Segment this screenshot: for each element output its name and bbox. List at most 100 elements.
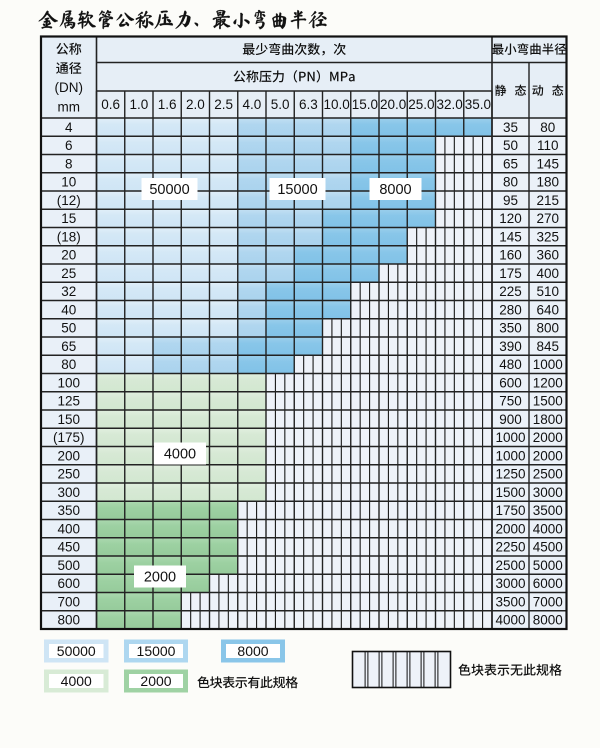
svg-text:2000: 2000 (533, 430, 563, 445)
svg-text:6000: 6000 (533, 576, 563, 591)
svg-text:200: 200 (57, 448, 80, 463)
svg-text:8000: 8000 (379, 182, 411, 198)
svg-text:2250: 2250 (495, 540, 525, 555)
svg-text:50: 50 (503, 138, 518, 153)
svg-text:35: 35 (503, 120, 518, 135)
svg-text:225: 225 (499, 284, 522, 299)
svg-text:(DN): (DN) (55, 80, 84, 95)
svg-text:15.0: 15.0 (352, 97, 378, 112)
svg-text:5.0: 5.0 (271, 97, 290, 112)
svg-text:20.0: 20.0 (380, 97, 406, 112)
svg-text:4500: 4500 (533, 540, 563, 555)
svg-text:4.0: 4.0 (242, 97, 261, 112)
svg-text:15000: 15000 (277, 182, 317, 198)
svg-text:145: 145 (536, 156, 559, 171)
svg-text:95: 95 (503, 193, 518, 208)
svg-text:1200: 1200 (533, 375, 563, 390)
svg-text:1500: 1500 (533, 394, 563, 409)
svg-text:750: 750 (499, 394, 522, 409)
svg-text:150: 150 (57, 412, 80, 427)
svg-text:1000: 1000 (533, 357, 563, 372)
svg-text:160: 160 (499, 248, 522, 263)
svg-text:1.6: 1.6 (158, 97, 177, 112)
svg-text:(175): (175) (53, 430, 85, 445)
svg-text:65: 65 (503, 156, 518, 171)
svg-text:(18): (18) (57, 229, 81, 244)
svg-text:6.3: 6.3 (299, 97, 318, 112)
svg-text:480: 480 (499, 357, 522, 372)
svg-text:400: 400 (57, 521, 80, 536)
svg-text:10.0: 10.0 (323, 97, 349, 112)
svg-text:1000: 1000 (495, 448, 525, 463)
svg-text:2500: 2500 (533, 467, 563, 482)
svg-text:2.5: 2.5 (214, 97, 233, 112)
svg-text:2000: 2000 (495, 521, 525, 536)
svg-text:180: 180 (536, 175, 559, 190)
svg-text:2000: 2000 (533, 448, 563, 463)
svg-text:900: 900 (499, 412, 522, 427)
svg-text:1750: 1750 (495, 503, 525, 518)
svg-text:80: 80 (61, 357, 76, 372)
svg-text:50000: 50000 (149, 182, 189, 198)
svg-text:175: 175 (499, 266, 522, 281)
svg-text:10: 10 (61, 175, 76, 190)
svg-text:450: 450 (57, 540, 80, 555)
svg-text:8000: 8000 (533, 613, 563, 628)
svg-text:mm: mm (58, 99, 81, 114)
svg-text:3500: 3500 (495, 594, 525, 609)
svg-text:1000: 1000 (495, 430, 525, 445)
svg-text:1800: 1800 (533, 412, 563, 427)
svg-text:600: 600 (499, 375, 522, 390)
svg-text:8: 8 (65, 156, 73, 171)
svg-text:640: 640 (536, 302, 559, 317)
svg-text:7000: 7000 (533, 594, 563, 609)
svg-text:6: 6 (65, 138, 73, 153)
svg-text:50: 50 (61, 321, 76, 336)
svg-text:40: 40 (61, 302, 76, 317)
svg-text:4000: 4000 (533, 521, 563, 536)
svg-text:2.0: 2.0 (186, 97, 205, 112)
svg-text:360: 360 (536, 248, 559, 263)
svg-text:500: 500 (57, 558, 80, 573)
svg-text:350: 350 (57, 503, 80, 518)
svg-text:100: 100 (57, 375, 80, 390)
svg-text:325: 325 (536, 229, 559, 244)
svg-text:20: 20 (61, 248, 76, 263)
svg-text:250: 250 (57, 467, 80, 482)
svg-text:125: 125 (57, 394, 80, 409)
svg-text:4000: 4000 (164, 447, 196, 463)
svg-text:65: 65 (61, 339, 76, 354)
svg-text:350: 350 (499, 321, 522, 336)
svg-text:110: 110 (537, 138, 559, 153)
svg-text:300: 300 (57, 485, 80, 500)
svg-text:1500: 1500 (495, 485, 525, 500)
svg-text:80: 80 (540, 120, 555, 135)
svg-text:5000: 5000 (533, 558, 563, 573)
svg-text:400: 400 (536, 266, 559, 281)
svg-text:25.0: 25.0 (408, 97, 434, 112)
svg-text:1250: 1250 (495, 467, 525, 482)
svg-text:8000: 8000 (237, 643, 268, 659)
svg-text:800: 800 (57, 613, 80, 628)
svg-text:2000: 2000 (140, 673, 171, 689)
svg-text:120: 120 (499, 211, 522, 226)
svg-text:15000: 15000 (137, 643, 176, 659)
svg-text:800: 800 (536, 321, 559, 336)
svg-text:15: 15 (61, 211, 76, 226)
svg-text:0.6: 0.6 (101, 97, 120, 112)
svg-text:4: 4 (65, 120, 73, 135)
svg-text:600: 600 (57, 576, 80, 591)
svg-text:145: 145 (499, 229, 522, 244)
svg-text:3500: 3500 (533, 503, 563, 518)
svg-text:25: 25 (61, 266, 76, 281)
svg-text:32.0: 32.0 (436, 97, 462, 112)
svg-text:2500: 2500 (495, 558, 525, 573)
svg-text:510: 510 (536, 284, 559, 299)
svg-text:50000: 50000 (57, 643, 96, 659)
svg-text:(12): (12) (57, 193, 81, 208)
svg-text:845: 845 (536, 339, 559, 354)
svg-text:215: 215 (536, 193, 559, 208)
svg-text:35.0: 35.0 (465, 97, 491, 112)
svg-text:390: 390 (499, 339, 522, 354)
svg-text:280: 280 (499, 302, 522, 317)
